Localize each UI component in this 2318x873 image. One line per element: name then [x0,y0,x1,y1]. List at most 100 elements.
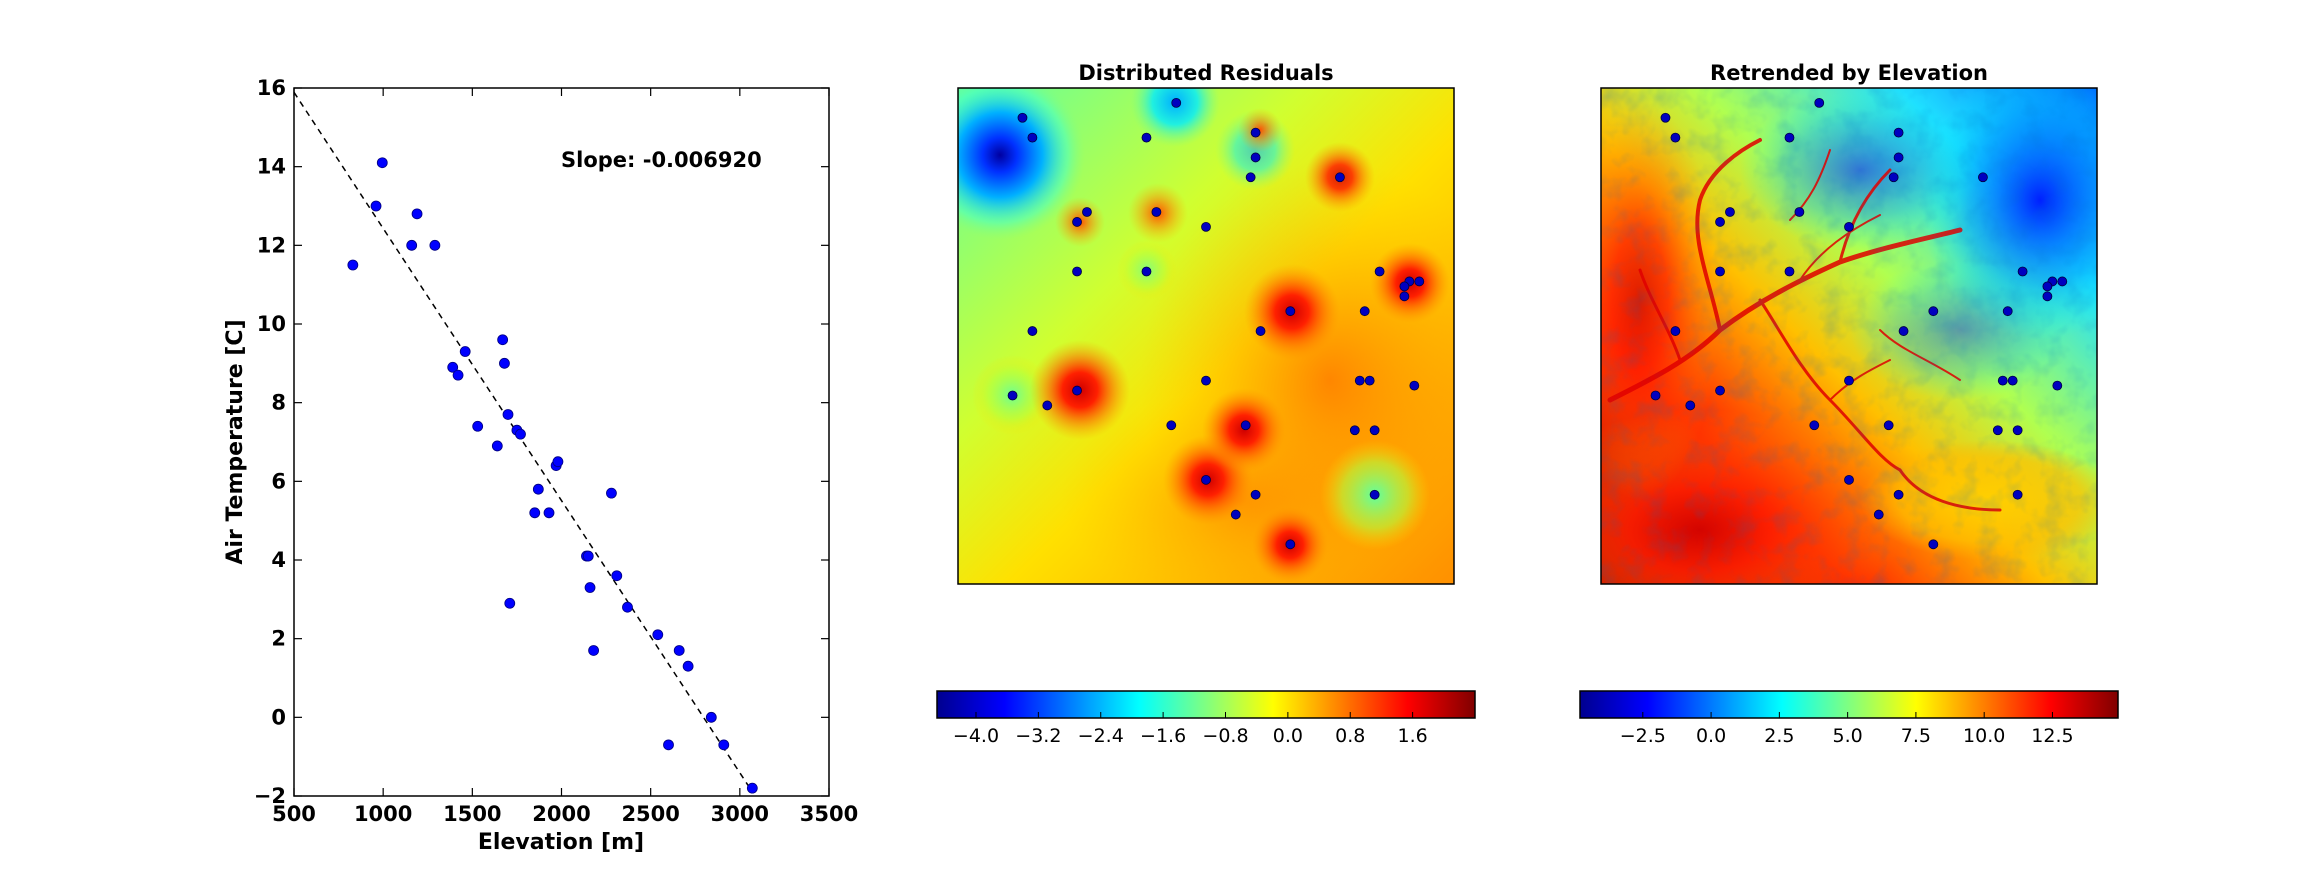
data-point [529,507,541,519]
station-marker [1660,112,1671,123]
data-point [622,601,633,613]
station-marker [1354,375,1365,386]
colorbar-tick-label: −4.0 [953,725,999,747]
colorbar-tick-label: −1.6 [1140,725,1186,747]
data-point [652,629,664,641]
station-marker [1844,221,1854,232]
data-point [406,239,418,251]
station-marker [1171,97,1182,108]
station-marker [1997,375,2008,386]
station-marker [2052,380,2063,391]
x-tick-label: 1000 [354,802,412,826]
station-marker [1285,539,1296,550]
colorbar-tick-label: 10.0 [1963,725,2005,747]
data-point [411,208,423,220]
station-marker [1893,152,1904,163]
y-tick-label: 14 [257,155,286,179]
station-marker [1784,132,1795,143]
data-point [459,346,471,357]
x-tick-label: 2500 [621,802,679,826]
scatter-plot-area [293,87,830,797]
y-tick-label: 0 [271,705,286,729]
data-point [746,782,758,794]
station-marker [2042,291,2053,302]
station-marker [1784,266,1795,277]
station-marker [1201,221,1211,232]
station-marker [1794,207,1805,217]
station-marker [2017,266,2028,277]
station-marker [1893,489,1904,500]
x-tick-label: 3000 [711,802,769,826]
station-marker [1814,97,1825,108]
station-marker [1898,326,1909,336]
data-point [502,409,514,420]
residuals-station-markers [1007,97,1425,550]
station-marker [1349,425,1360,436]
elevation-heatmap [1601,88,2097,584]
data-point [447,361,459,373]
station-marker [1670,132,1681,143]
station-marker [1151,207,1162,217]
station-marker [1072,266,1082,277]
station-marker [1715,266,1725,277]
data-point [663,739,674,751]
data-point [504,597,516,609]
data-point [582,550,594,562]
station-marker [1240,420,1251,431]
station-marker [1201,375,1211,386]
y-tick-label: 2 [271,627,286,651]
y-tick-label: 12 [257,233,286,257]
elevation-station-markers [1650,97,2068,550]
data-point [543,507,555,519]
colorbar-tick-label: 2.5 [1764,725,1794,747]
station-marker [1685,400,1696,411]
station-marker [1201,474,1211,485]
station-marker [2057,276,2068,287]
x-tick-label: 2000 [532,802,590,826]
station-marker [1414,276,1425,287]
station-marker [1978,172,1988,183]
data-point [497,334,509,346]
station-marker [1670,326,1681,336]
data-point [347,259,359,271]
x-tick-label: 500 [272,802,316,826]
y-tick-label: 4 [271,548,286,572]
data-point [552,456,564,468]
data-point [452,369,464,381]
station-marker [1072,217,1082,227]
data-point [491,440,503,452]
station-marker [1255,326,1266,336]
y-tick-label: 8 [271,391,286,415]
colorbar-tick-label: 12.5 [2031,725,2073,747]
colorbar-tick-label: 0.0 [1273,725,1303,747]
station-marker [1399,281,1410,292]
data-point [429,239,441,251]
station-marker [1250,152,1261,163]
station-marker [1369,425,1380,436]
station-marker [1082,207,1092,217]
x-axis-label: Elevation [m] [478,830,644,855]
data-point [705,711,717,723]
station-marker [2002,306,2013,317]
data-point [499,357,510,369]
station-marker [1893,127,1904,138]
station-marker [1042,400,1053,411]
colorbar-tick-label: 1.6 [1398,725,1428,747]
data-point [515,428,526,440]
station-marker [1928,306,1939,317]
station-marker [1992,425,2003,436]
colorbar-tick-label: 0.8 [1335,725,1365,747]
scatter-points [347,157,758,794]
scatter-plot: 500 1000 1500 2000 2500 3000 3500 −2 0 2 4 6 8 10 12 1… [223,76,858,855]
y-tick-label: 6 [271,469,286,493]
y-tick-label: 10 [257,312,286,336]
elevation-map-panel: Retrended by Elevation [1579,61,2119,747]
x-tick-label: 3500 [800,802,858,826]
station-marker [1166,420,1177,431]
station-marker [2012,489,2023,500]
colorbar-tick-label: −3.2 [1015,725,1061,747]
colorbar-tick-label: −2.5 [1620,725,1666,747]
x-axis-ticks: 500 1000 1500 2000 2500 3000 3500 [272,88,858,826]
colorbar-tick-label: 5.0 [1833,725,1863,747]
data-point [611,570,623,582]
